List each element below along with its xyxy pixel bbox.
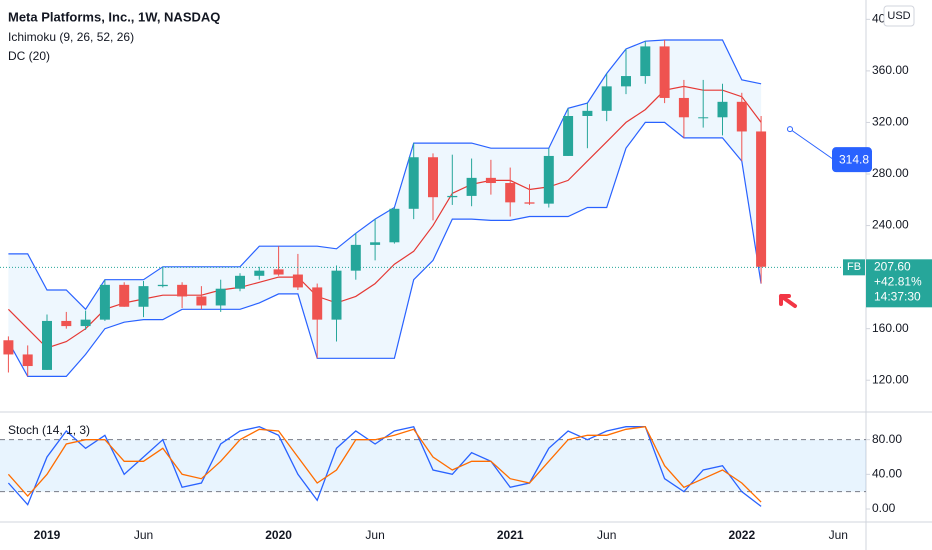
candle-body [659, 46, 670, 98]
candle-body [292, 274, 303, 288]
candle-body [447, 195, 458, 198]
y-tick-label: 40.00 [872, 467, 902, 481]
last-price-label: 207.60 [874, 259, 911, 273]
x-tick-label: 2019 [34, 528, 61, 542]
candle-body [80, 319, 91, 327]
candle-body [273, 269, 284, 275]
candle-body [582, 110, 593, 116]
currency-label: USD [887, 10, 910, 22]
candle-body [466, 177, 477, 196]
y-tick-label: 160.00 [872, 321, 909, 335]
y-tick-label: 0.00 [872, 501, 896, 515]
x-tick-label: Jun [365, 528, 384, 542]
symbol-title: Meta Platforms, Inc., 1W, NASDAQ [8, 9, 220, 24]
indicator-label: Stoch (14, 1, 3) [8, 423, 90, 437]
candle-body [61, 320, 72, 327]
price-badge [866, 259, 932, 308]
indicator-label: DC (20) [8, 49, 50, 63]
candle-body [640, 46, 651, 77]
candle-body [157, 284, 168, 287]
annotation-point [787, 126, 793, 133]
x-tick-label: 2021 [497, 528, 524, 542]
x-tick-label: 2022 [728, 528, 755, 542]
candle-body [736, 101, 747, 132]
candle-body [42, 320, 52, 370]
symbol-badge [843, 259, 865, 276]
candle-body [22, 354, 33, 367]
candle-body [408, 157, 419, 209]
candle-body [698, 117, 709, 119]
candle-body [543, 155, 554, 204]
candle-body [177, 284, 188, 297]
candle-body [119, 284, 130, 307]
candle-body [505, 183, 516, 203]
candle-body [138, 286, 149, 307]
annotation-box [832, 147, 872, 173]
x-tick-label: 2020 [265, 528, 292, 542]
candle-body [331, 270, 342, 320]
stoch-line [7, 425, 762, 503]
change-label: +42.81% [874, 274, 922, 288]
x-tick-label: Jun [597, 528, 616, 542]
candle-body [3, 340, 14, 355]
candle-body [756, 131, 767, 267]
candle-body [621, 76, 631, 87]
annotation-line [789, 128, 834, 160]
candle-body [524, 202, 535, 204]
indicator-line [7, 121, 762, 377]
arrow-icon [779, 294, 797, 308]
candle-body [215, 288, 226, 306]
currency-badge[interactable] [883, 5, 915, 27]
y-tick-label: 120.00 [872, 372, 909, 386]
candle-body [428, 157, 438, 198]
candle-body [254, 270, 265, 276]
indicator-label: Ichimoku (9, 26, 52, 26) [8, 30, 134, 44]
y-tick-label: 240.00 [872, 218, 909, 232]
candle-body [601, 86, 612, 111]
candle-body [312, 287, 323, 320]
candle-body [196, 296, 207, 306]
candle-body [350, 244, 361, 271]
candle-body [389, 208, 400, 243]
y-tick-label: 360.00 [872, 63, 909, 77]
x-tick-label: Jun [829, 528, 848, 542]
candle-body [370, 242, 381, 245]
indicator-line [7, 85, 762, 349]
candle-body [717, 101, 728, 118]
x-tick-label: Jun [134, 528, 153, 542]
annotation-label: 314.8 [839, 152, 869, 166]
plot: 2019Jun2020Jun2021Jun2022Jun400.00360.00… [0, 12, 932, 542]
candle-body [563, 116, 574, 156]
y-tick-label: 280.00 [872, 166, 909, 180]
candle-body [235, 275, 245, 289]
candle-body [485, 177, 496, 184]
symbol-label: FB [847, 261, 861, 273]
indicator-line [8, 39, 762, 311]
countdown-label: 14:37:30 [874, 289, 921, 303]
candle-body [678, 97, 689, 118]
y-tick-label: 80.00 [872, 432, 902, 446]
y-tick-label: 320.00 [872, 115, 909, 129]
candle-body [99, 284, 110, 320]
